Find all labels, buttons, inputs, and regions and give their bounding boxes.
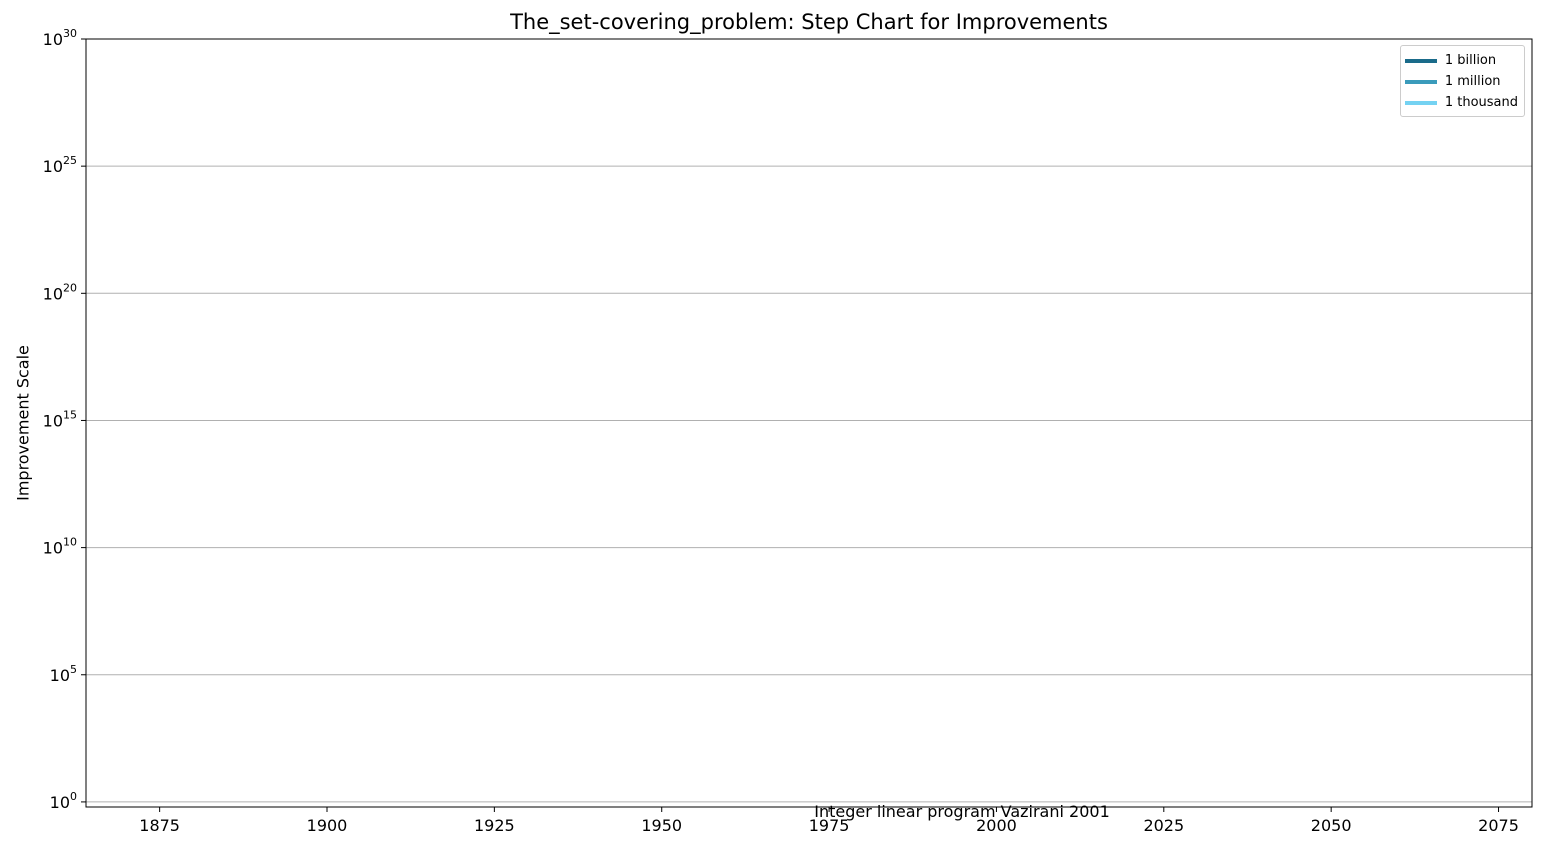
x-tick-label: 1900	[307, 816, 348, 835]
y-tick-label: 1015	[43, 408, 77, 430]
x-tick-label: 2075	[1478, 816, 1519, 835]
y-tick-label: 1010	[43, 536, 77, 558]
y-tick-label: 100	[50, 790, 77, 812]
chart-title: The_set-covering_problem: Step Chart for…	[510, 10, 1108, 34]
legend-swatch-1-million	[1404, 79, 1437, 84]
x-tick-label: 1925	[474, 816, 515, 835]
x-tick-label: 2025	[1143, 816, 1184, 835]
legend: 1 billion 1 million 1 thousand	[1399, 45, 1525, 117]
legend-swatch-1-billion	[1404, 58, 1437, 63]
plot-frame	[85, 38, 1533, 808]
legend-item: 1 billion	[1404, 50, 1518, 71]
y-axis-label: Improvement Scale	[13, 345, 33, 501]
x-tick-label: 1950	[641, 816, 682, 835]
x-tick-label: 2000	[976, 816, 1017, 835]
x-tick-label: 1975	[809, 816, 850, 835]
y-tick-label: 1020	[43, 281, 77, 303]
legend-item: 1 thousand	[1404, 92, 1518, 113]
y-tick-label: 1030	[43, 27, 77, 49]
x-tick-label: 1875	[139, 816, 180, 835]
legend-label: 1 thousand	[1444, 95, 1518, 110]
chart-annotation: Integer linear program Vazirani 2001	[814, 802, 1110, 821]
x-tick-label: 2050	[1311, 816, 1352, 835]
legend-swatch-1-thousand	[1404, 100, 1437, 105]
legend-item: 1 million	[1404, 71, 1518, 92]
legend-label: 1 billion	[1444, 53, 1497, 68]
y-tick-label: 105	[50, 663, 77, 685]
legend-label: 1 million	[1444, 74, 1501, 89]
y-tick-label: 1025	[43, 154, 77, 176]
